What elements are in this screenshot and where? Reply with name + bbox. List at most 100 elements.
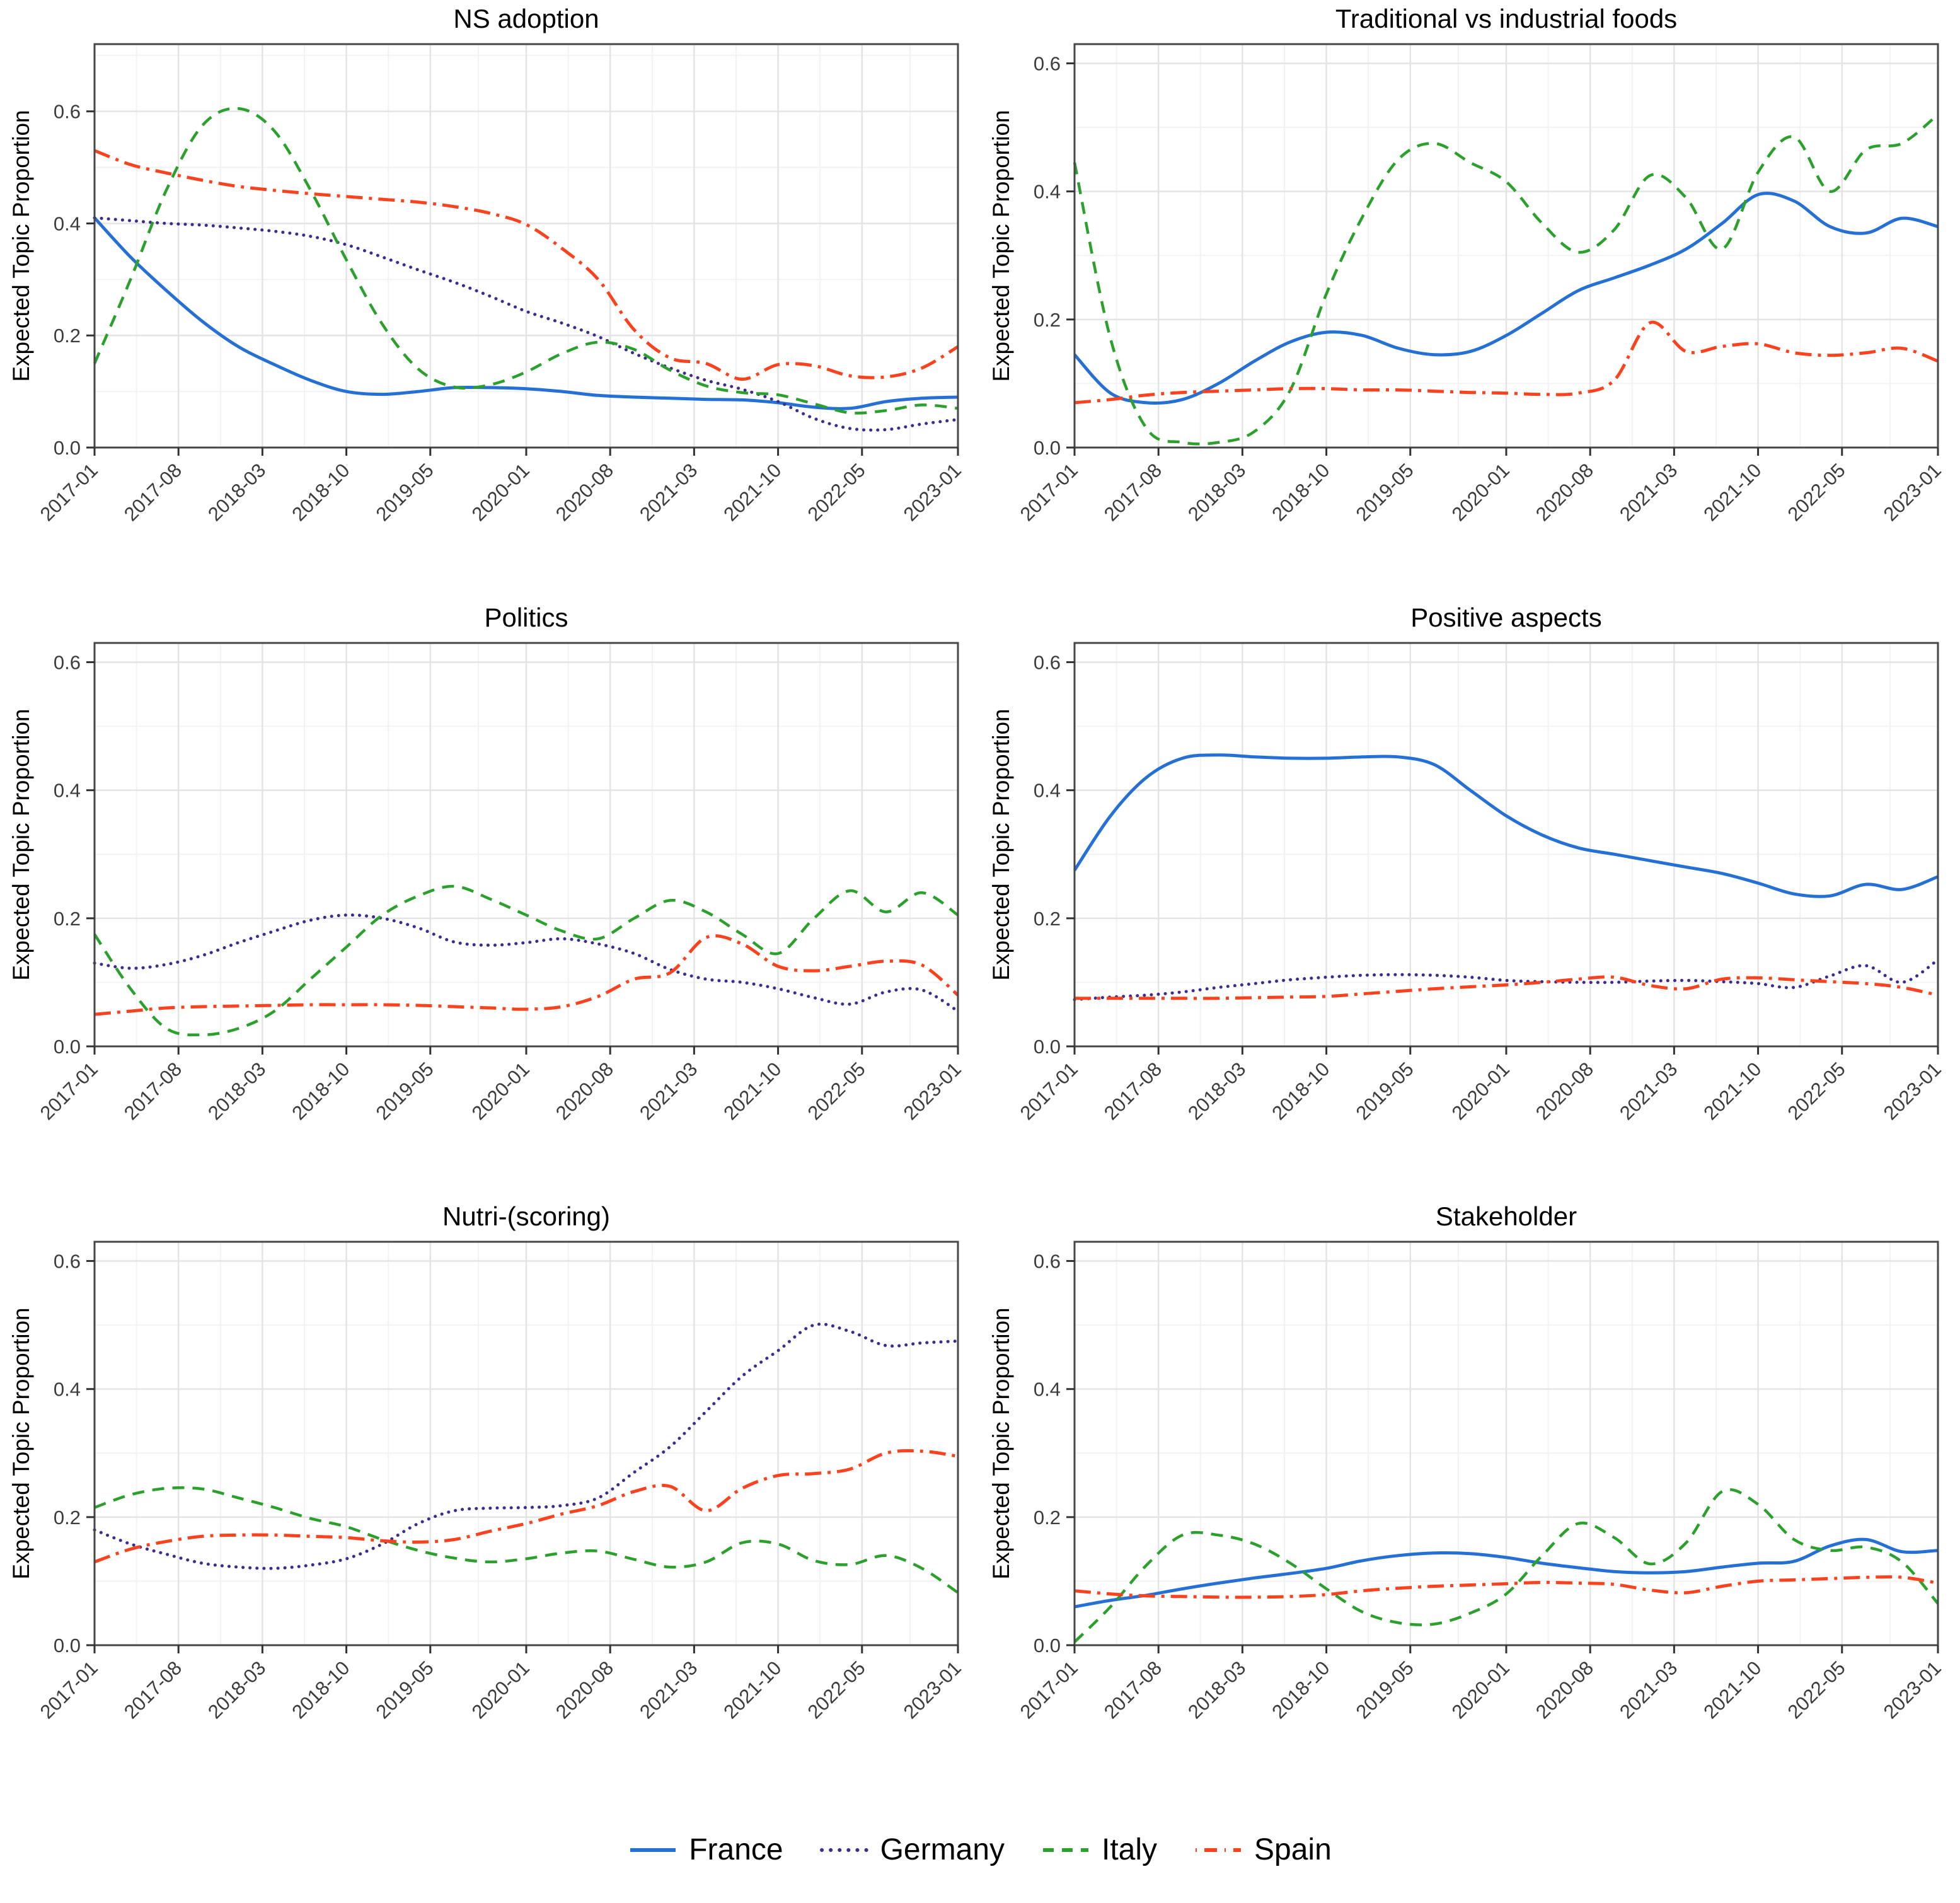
x-tick-label: 2021-10 <box>719 1657 785 1723</box>
italy-line <box>1073 113 1939 446</box>
politics-chart: Politics 2017-01 2017-08 2018-03 2018-10 201… <box>8 603 966 1124</box>
x-tick-label: 2022-05 <box>804 1058 870 1124</box>
x-tick-label: 2017-01 <box>36 1058 102 1124</box>
x-tick-label: 2018-03 <box>204 1058 270 1124</box>
x-tick-label: 2020-08 <box>551 1657 618 1723</box>
spain-line <box>94 1449 959 1564</box>
x-tick-label: 2017-08 <box>1100 1058 1166 1124</box>
x-tick-label: 2023-01 <box>1879 1058 1946 1124</box>
x-tick-label: 2022-05 <box>1784 459 1850 525</box>
x-tick-label: 2018-03 <box>204 459 270 525</box>
x-tick-label: 2022-05 <box>1784 1058 1850 1124</box>
germany-line <box>93 1322 960 1570</box>
x-tick-label: 2018-10 <box>1267 1058 1334 1124</box>
y-tick-label: 0.0 <box>54 437 81 459</box>
legend-item-italy: Italy <box>1041 1832 1157 1867</box>
legend-item-spain: Spain <box>1194 1832 1332 1867</box>
panel-title: Positive aspects <box>1410 603 1601 632</box>
x-tick-label: 2020-08 <box>1531 1657 1598 1723</box>
x-tick-label: 2021-10 <box>1699 1657 1765 1723</box>
x-tick-label: 2018-03 <box>204 1657 270 1723</box>
y-tick-label: 0.4 <box>1034 181 1061 203</box>
x-tick-label: 2017-01 <box>36 459 102 525</box>
panel-nutri-scoring: Nutri-(scoring) 2017-01 2017-08 2018-03 201… <box>0 1198 980 1796</box>
x-tick-label: 2018-10 <box>287 1657 354 1723</box>
x-tick-label: 2018-03 <box>1184 1058 1250 1124</box>
x-tick-label: 2021-03 <box>1615 1058 1681 1124</box>
y-tick-label: 0.4 <box>54 1379 81 1401</box>
x-tick-label: 2017-08 <box>120 1058 186 1124</box>
x-tick-label: 2020-01 <box>468 1657 534 1723</box>
x-tick-label: 2021-03 <box>635 1657 701 1723</box>
france-line <box>1073 192 1939 405</box>
x-tick-label: 2021-03 <box>1615 1657 1681 1723</box>
x-tick-label: 2021-10 <box>1699 459 1765 525</box>
x-tick-label: 2018-10 <box>1267 459 1334 525</box>
x-tick-label: 2017-01 <box>1016 1657 1082 1723</box>
x-tick-label: 2020-08 <box>551 459 618 525</box>
y-tick-label: 0.4 <box>54 212 81 234</box>
italy-line <box>93 107 959 415</box>
x-tick-label: 2020-01 <box>1448 459 1514 525</box>
x-tick-label: 2022-05 <box>1784 1657 1850 1723</box>
legend-label: Spain <box>1254 1833 1332 1866</box>
france-line <box>93 216 959 410</box>
legend-item-germany: Germany <box>819 1832 1005 1867</box>
x-tick-label: 2020-08 <box>1531 459 1598 525</box>
x-tick-label: 2019-05 <box>1352 1657 1418 1723</box>
x-tick-label: 2020-08 <box>551 1058 618 1124</box>
panel-title: Nutri-(scoring) <box>442 1201 610 1231</box>
x-tick-label: 2021-03 <box>1615 459 1681 525</box>
italy-line <box>93 884 959 1037</box>
panel-positive-aspects: Positive aspects 2017-01 2017-08 2018-03 20… <box>980 599 1960 1198</box>
x-tick-label: 2021-03 <box>635 459 701 525</box>
spain-line <box>1074 1575 1939 1599</box>
legend-label: Italy <box>1101 1833 1158 1866</box>
legend-item-france: France <box>628 1832 783 1867</box>
panel-ns-adoption: NS adoption 2017-01 2017-08 2018-03 2018-10… <box>0 0 980 599</box>
x-tick-label: 2019-05 <box>372 459 438 525</box>
panel-title: Traditional vs industrial foods <box>1335 4 1677 33</box>
legend-label: Germany <box>880 1833 1005 1866</box>
italy-line <box>94 1486 959 1594</box>
x-tick-label: 2018-03 <box>1184 1657 1250 1723</box>
x-tick-label: 2020-01 <box>468 459 534 525</box>
nutri-scoring-chart: Nutri-(scoring) 2017-01 2017-08 2018-03 201… <box>8 1201 966 1723</box>
y-tick-label: 0.2 <box>1034 309 1061 331</box>
y-tick-label: 0.2 <box>1034 1507 1061 1529</box>
x-tick-label: 2018-03 <box>1184 459 1250 525</box>
y-tick-label: 0.6 <box>1034 651 1061 673</box>
y-tick-label: 0.6 <box>1034 52 1061 74</box>
y-tick-label: 0.6 <box>54 651 81 673</box>
panel-title: Politics <box>484 603 568 632</box>
france-line-marker <box>630 1848 676 1852</box>
y-tick-label: 0.2 <box>54 325 81 347</box>
x-tick-label: 2022-05 <box>804 1657 870 1723</box>
spain-line <box>94 149 959 381</box>
y-tick-label: 0.6 <box>54 101 81 123</box>
y-tick-label: 0.0 <box>1034 437 1061 459</box>
x-tick-label: 2019-05 <box>1352 1058 1418 1124</box>
y-tick-label: 0.0 <box>54 1634 81 1657</box>
x-tick-label: 2020-08 <box>1531 1058 1598 1124</box>
x-tick-label: 2020-01 <box>1448 1058 1514 1124</box>
x-tick-label: 2017-08 <box>120 1657 186 1723</box>
spain-line-marker <box>1196 1848 1242 1852</box>
panel-title: NS adoption <box>453 4 599 33</box>
x-tick-label: 2021-10 <box>719 1058 785 1124</box>
x-tick-label: 2019-05 <box>372 1058 438 1124</box>
y-tick-label: 0.4 <box>1034 1379 1061 1401</box>
x-tick-label: 2023-01 <box>899 1058 966 1124</box>
x-tick-label: 2017-01 <box>36 1657 102 1723</box>
y-tick-label: 0.0 <box>54 1036 81 1058</box>
x-tick-label: 2019-05 <box>1352 459 1418 525</box>
panel-title: Stakeholder <box>1436 1201 1577 1231</box>
spain-line <box>1074 320 1939 405</box>
x-tick-label: 2017-08 <box>1100 459 1166 525</box>
y-tick-label: 0.6 <box>54 1250 81 1272</box>
stakeholder-chart: Stakeholder 2017-01 2017-08 2018-03 2018-10… <box>988 1201 1946 1723</box>
y-axis-label: Expected Topic Proportion <box>988 709 1014 980</box>
y-tick-label: 0.2 <box>1034 908 1061 930</box>
x-tick-label: 2021-10 <box>719 459 785 525</box>
